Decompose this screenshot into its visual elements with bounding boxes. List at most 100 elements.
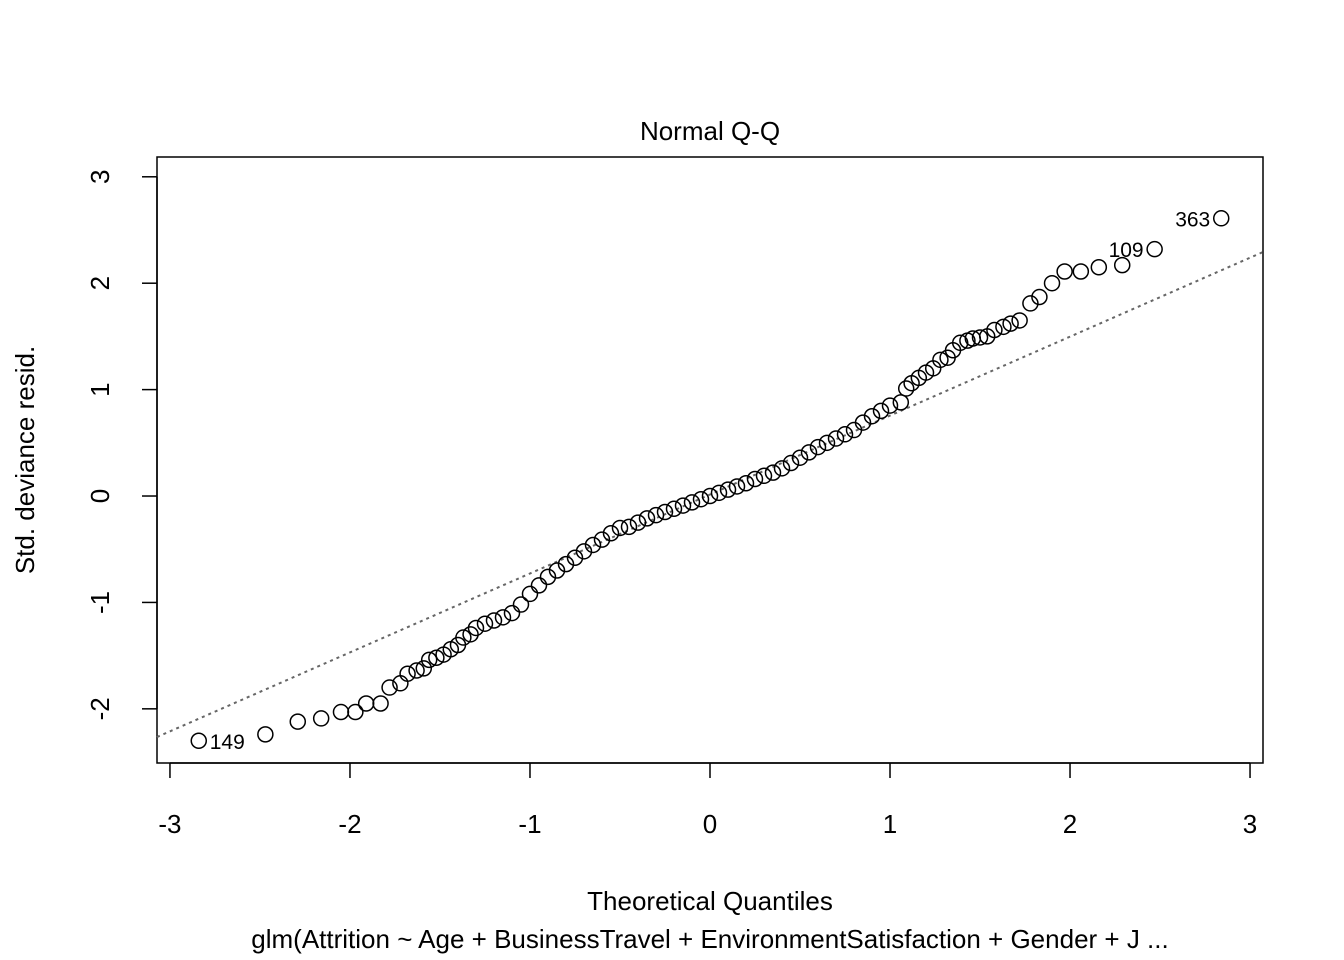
point (971, 329, 989, 346)
point (381, 679, 398, 696)
point (719, 481, 737, 498)
x-tick-label: -3 (158, 809, 181, 839)
y-tick-label: 1 (85, 382, 115, 396)
point (1011, 312, 1028, 329)
y-tick-label: 2 (85, 276, 115, 290)
subtitle: glm(Attrition ~ Age + BusinessTravel + E… (251, 924, 1168, 954)
point (872, 402, 890, 420)
x-tick-label: 0 (703, 809, 717, 839)
point (557, 555, 575, 573)
point (420, 651, 438, 669)
point-label: 109 (1109, 239, 1144, 262)
point (683, 494, 701, 511)
point (512, 596, 530, 613)
point (372, 695, 389, 712)
point (773, 460, 791, 477)
point (312, 710, 330, 727)
point (190, 732, 208, 750)
y-tick-label: -1 (85, 591, 115, 614)
point (701, 487, 719, 505)
point (755, 467, 773, 485)
point (638, 510, 656, 527)
point (728, 478, 746, 495)
point (881, 397, 899, 414)
point (737, 475, 755, 492)
point (332, 703, 350, 721)
chart-title: Normal Q-Q (640, 116, 780, 146)
point (1212, 210, 1230, 227)
point (593, 531, 611, 548)
x-tick-label: 1 (883, 809, 897, 839)
plot-frame (156, 156, 1264, 764)
y-axis-label: Std. deviance resid. (10, 346, 40, 574)
point (863, 407, 881, 425)
point (548, 562, 566, 579)
y-tick-label: 3 (85, 170, 115, 184)
point (408, 662, 425, 679)
x-tick-label: 2 (1063, 809, 1077, 839)
x-tick-label: -1 (518, 809, 541, 839)
point (656, 503, 674, 521)
point (827, 430, 845, 447)
point (602, 525, 620, 542)
point (1146, 240, 1163, 258)
point (995, 318, 1012, 336)
y-tick-label: -2 (85, 697, 115, 720)
point (932, 351, 949, 369)
point (1031, 288, 1048, 306)
point (485, 612, 503, 629)
point (257, 726, 274, 743)
point (357, 695, 375, 712)
point (521, 585, 539, 603)
x-tick-label: 3 (1243, 809, 1257, 839)
point (1022, 295, 1039, 312)
point (986, 321, 1003, 339)
point (289, 713, 307, 730)
point (665, 500, 683, 518)
point (710, 484, 728, 502)
point (692, 490, 710, 508)
point (791, 449, 809, 466)
point (399, 665, 416, 682)
x-axis-label: Theoretical Quantiles (587, 886, 833, 916)
point (539, 568, 557, 586)
point (1043, 274, 1061, 292)
point (494, 609, 512, 626)
point (818, 434, 836, 452)
point (462, 626, 479, 643)
point (1056, 263, 1073, 280)
point (530, 577, 548, 594)
point (782, 454, 800, 472)
point (347, 703, 364, 721)
point (566, 549, 584, 566)
point (575, 543, 593, 560)
point (836, 426, 854, 443)
point (1072, 263, 1090, 280)
point (428, 649, 445, 667)
point-label: 149 (210, 731, 245, 754)
point (1002, 315, 1019, 332)
point (455, 629, 472, 646)
point (951, 334, 969, 352)
point (415, 660, 433, 677)
x-tick-label: -2 (338, 809, 361, 839)
reference-line (156, 251, 1264, 738)
point (854, 414, 872, 431)
point (1090, 258, 1108, 276)
point (764, 464, 782, 481)
point (845, 421, 863, 439)
point (897, 380, 915, 397)
point (647, 506, 665, 524)
point (629, 514, 647, 531)
point-label: 363 (1175, 208, 1210, 231)
point (467, 619, 485, 637)
point (809, 438, 827, 456)
point (503, 604, 521, 622)
point (476, 615, 494, 632)
point (584, 536, 602, 554)
point (611, 519, 629, 537)
point (800, 444, 818, 461)
point (892, 394, 910, 411)
